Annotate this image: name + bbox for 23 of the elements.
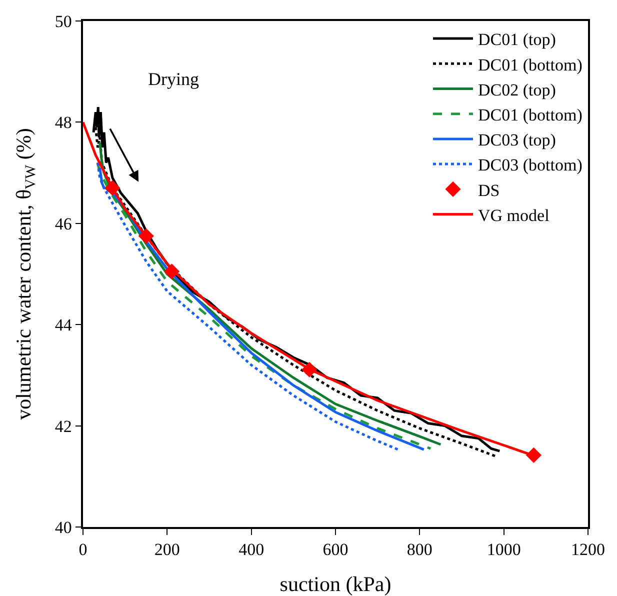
legend-label: DC01 (bottom) — [478, 105, 582, 124]
legend-label: DC03 (top) — [478, 130, 556, 150]
legend-label: VG model — [478, 206, 550, 225]
x-tick-label: 800 — [406, 540, 432, 560]
annotation: Drying — [148, 69, 199, 89]
x-tick-label: 0 — [78, 540, 88, 560]
y-tick-label: 42 — [54, 416, 72, 436]
y-tick-label: 46 — [54, 214, 72, 234]
x-tick-label: 1000 — [486, 540, 521, 560]
x-tick-label: 1200 — [571, 540, 605, 560]
legend-label: DC03 (bottom) — [478, 156, 582, 175]
y-tick-label: 40 — [54, 518, 72, 537]
y-tick-label: 50 — [54, 12, 72, 31]
y-tick-label: 44 — [54, 316, 72, 335]
x-tick-label: 600 — [322, 540, 348, 560]
y-tick-label: 48 — [54, 113, 72, 132]
x-tick-label: 200 — [154, 540, 180, 560]
legend-label: DC02 (top) — [478, 80, 556, 100]
x-axis-title: suction (kPa) — [280, 572, 392, 596]
legend-label: DC01 (top) — [478, 30, 556, 50]
legend-label: DS — [478, 180, 500, 200]
legend-label: DC01 (bottom) — [478, 55, 582, 74]
x-tick-label: 400 — [238, 540, 264, 560]
